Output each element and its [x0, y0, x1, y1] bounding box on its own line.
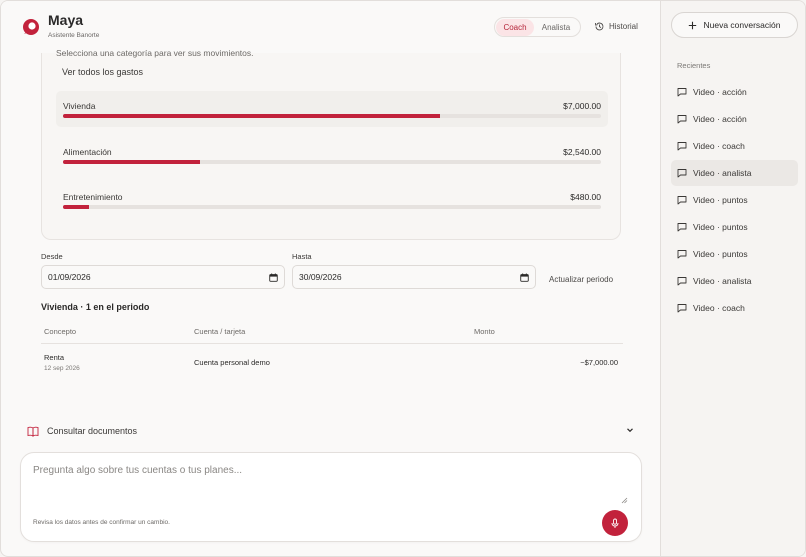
recent-conversation-item[interactable]: Video · acción: [671, 106, 798, 132]
conversation-sidebar: Nueva conversación Recientes Video · acc…: [660, 1, 805, 556]
chat-bubble-icon: [677, 250, 687, 259]
chat-bubble-icon: [677, 223, 687, 232]
to-date-value: 30/09/2026: [299, 272, 342, 282]
spending-card: Selecciona una categoría para ver sus mo…: [41, 48, 621, 240]
history-button[interactable]: Historial: [594, 21, 638, 32]
plus-icon: [689, 21, 697, 29]
mode-coach-button[interactable]: Coach: [496, 18, 534, 36]
from-label: Desde: [41, 252, 63, 261]
card-hint: Selecciona una categoría para ver sus mo…: [56, 48, 254, 58]
category-row-entretenimiento[interactable]: Entretenimiento $480.00: [56, 182, 608, 218]
mode-toggle: Coach Analista: [494, 17, 581, 37]
composer-note: Revisa los datos antes de confirmar un c…: [33, 519, 170, 526]
recent-conversation-label: Video · analista: [693, 168, 752, 178]
message-composer: Revisa los datos antes de confirmar un c…: [20, 452, 642, 542]
recent-conversation-label: Video · coach: [693, 303, 745, 313]
recent-conversation-item[interactable]: Video · coach: [671, 133, 798, 159]
chat-bubble-icon: [677, 88, 687, 97]
microphone-icon: [611, 518, 619, 528]
table-row[interactable]: Renta 12 sep 2026 Cuenta personal demo −…: [41, 344, 623, 380]
chat-bubble-icon: [677, 277, 687, 286]
recent-conversation-label: Video · acción: [693, 87, 747, 97]
chat-bubble-icon: [677, 304, 687, 313]
calendar-icon[interactable]: [269, 272, 278, 282]
chat-bubble-icon: [677, 196, 687, 205]
voice-input-button[interactable]: [602, 510, 628, 536]
row-amount: −$7,000.00: [580, 358, 618, 367]
row-concept: Renta: [44, 353, 65, 362]
top-header: Maya Asistente Banorte Coach Analista Hi…: [1, 1, 660, 53]
category-bar-fill: [63, 114, 440, 118]
category-name: Entretenimiento: [63, 192, 123, 202]
chat-bubble-icon: [677, 115, 687, 124]
update-period-button[interactable]: Actualizar periodo: [549, 275, 614, 284]
category-row-vivienda[interactable]: Vivienda $7,000.00: [56, 91, 608, 127]
history-icon: [595, 22, 604, 31]
recent-conversation-label: Video · analista: [693, 276, 752, 286]
new-conversation-label: Nueva conversación: [703, 20, 781, 30]
from-date-input[interactable]: 01/09/2026: [41, 265, 285, 289]
brand-name: Maya: [48, 12, 84, 28]
to-date-input[interactable]: 30/09/2026: [292, 265, 536, 289]
banorte-logo-icon: [23, 19, 39, 35]
category-bar-fill: [63, 205, 89, 209]
category-bar-fill: [63, 160, 200, 164]
recent-section-label: Recientes: [677, 61, 711, 70]
recent-conversation-label: Video · puntos: [693, 222, 748, 232]
recent-conversation-item[interactable]: Video · analista: [671, 268, 798, 294]
row-date: 12 sep 2026: [44, 365, 80, 372]
resize-grip-icon[interactable]: [621, 497, 628, 504]
recent-conversation-item[interactable]: Video · puntos: [671, 241, 798, 267]
book-icon: [27, 426, 39, 437]
chevron-down-icon: [627, 428, 633, 433]
brand-subtitle: Asistente Banorte: [48, 32, 100, 39]
recent-conversation-item[interactable]: Video · puntos: [671, 214, 798, 240]
column-header-amount: Monto: [474, 327, 495, 336]
recent-conversation-item[interactable]: Video · acción: [671, 79, 798, 105]
table-header-divider: [41, 343, 623, 344]
recent-conversation-label: Video · acción: [693, 114, 747, 124]
chat-bubble-icon: [677, 169, 687, 178]
column-header-concept: Concepto: [44, 327, 77, 336]
recent-conversation-item[interactable]: Video · puntos: [671, 187, 798, 213]
chat-bubble-icon: [677, 142, 687, 151]
category-name: Alimentación: [63, 147, 112, 157]
calendar-icon[interactable]: [520, 272, 529, 282]
category-amount: $480.00: [570, 192, 601, 202]
recent-conversation-item[interactable]: Video · analista: [671, 160, 798, 186]
category-amount: $2,540.00: [563, 147, 601, 157]
see-all-expenses-link[interactable]: Ver todos los gastos: [62, 67, 144, 77]
to-label: Hasta: [292, 252, 312, 261]
period-title: Vivienda · 1 en el periodo: [41, 302, 150, 312]
history-label: Historial: [609, 22, 638, 31]
recent-conversation-label: Video · puntos: [693, 195, 748, 205]
column-header-account: Cuenta / tarjeta: [194, 327, 246, 336]
category-bar-track: [63, 160, 601, 164]
from-date-value: 01/09/2026: [48, 272, 91, 282]
row-account: Cuenta personal demo: [194, 358, 270, 367]
consult-documents-label: Consultar documentos: [47, 426, 138, 436]
mode-analista-button[interactable]: Analista: [541, 22, 571, 32]
recent-conversation-item[interactable]: Video · coach: [671, 295, 798, 321]
category-amount: $7,000.00: [563, 101, 601, 111]
category-bar-track: [63, 114, 601, 118]
category-name: Vivienda: [63, 101, 96, 111]
recent-conversation-label: Video · coach: [693, 141, 745, 151]
new-conversation-button[interactable]: Nueva conversación: [671, 12, 798, 38]
message-input[interactable]: [33, 465, 631, 507]
recent-conversation-label: Video · puntos: [693, 249, 748, 259]
consult-documents-toggle[interactable]: Consultar documentos: [27, 423, 635, 439]
category-bar-track: [63, 205, 601, 209]
category-row-alimentacion[interactable]: Alimentación $2,540.00: [56, 137, 608, 173]
